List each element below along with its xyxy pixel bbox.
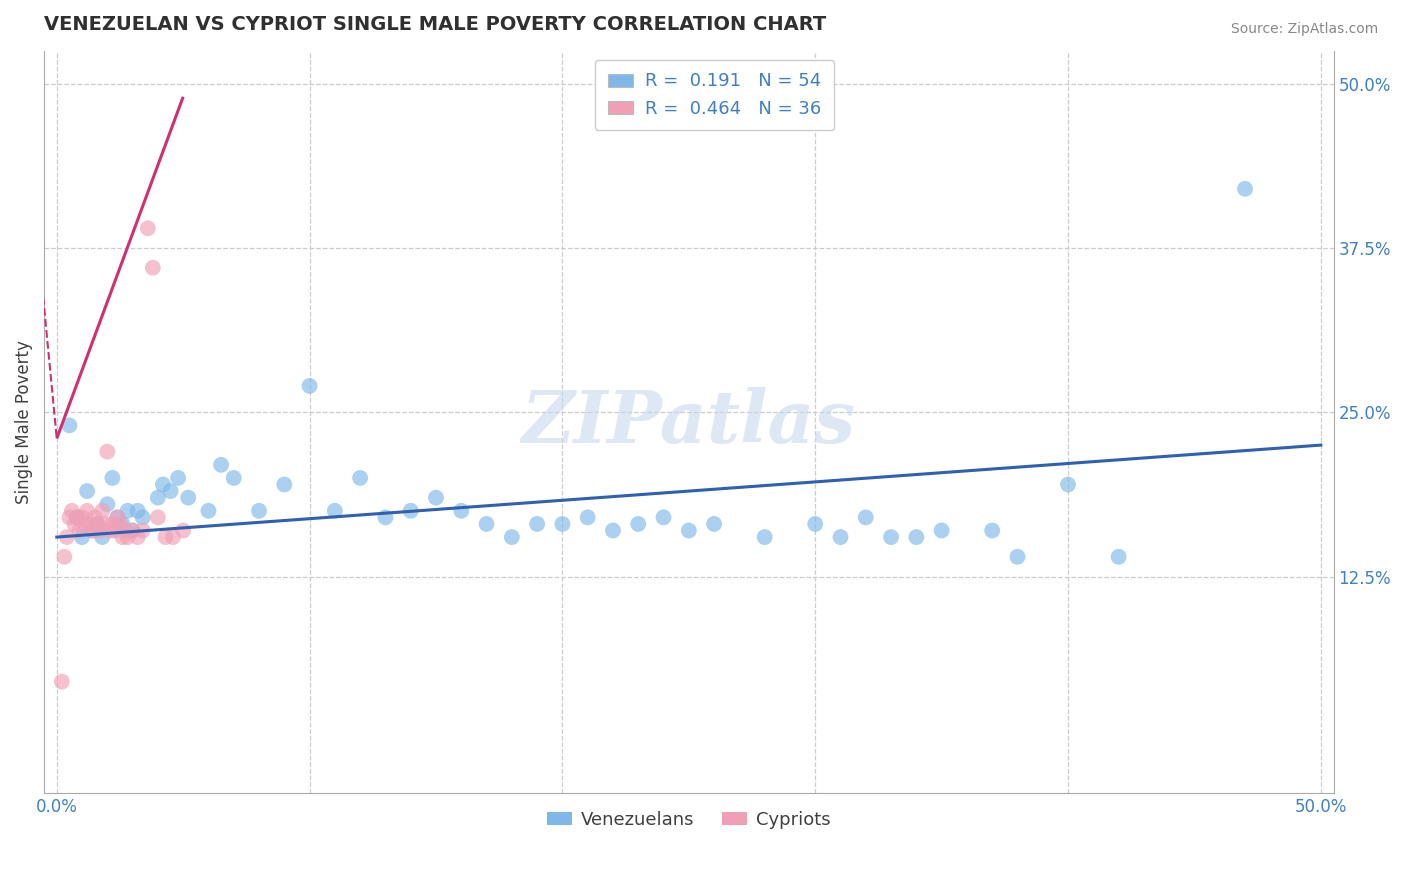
Point xyxy=(146,510,169,524)
Point xyxy=(678,524,700,538)
Point xyxy=(501,530,523,544)
Point xyxy=(60,504,83,518)
Point xyxy=(58,418,80,433)
Point xyxy=(172,524,194,538)
Point xyxy=(117,504,139,518)
Point xyxy=(107,510,129,524)
Point xyxy=(79,516,101,531)
Point xyxy=(273,477,295,491)
Point xyxy=(931,524,953,538)
Point xyxy=(155,530,177,544)
Point xyxy=(96,497,118,511)
Point xyxy=(627,516,650,531)
Point xyxy=(86,516,108,531)
Point xyxy=(526,516,548,531)
Point xyxy=(111,516,134,531)
Point xyxy=(830,530,852,544)
Point xyxy=(101,471,124,485)
Point xyxy=(177,491,200,505)
Point xyxy=(132,510,155,524)
Point xyxy=(247,504,270,518)
Point xyxy=(89,524,111,538)
Point xyxy=(132,524,155,538)
Point xyxy=(98,524,121,538)
Point xyxy=(121,524,143,538)
Point xyxy=(855,510,877,524)
Point xyxy=(66,510,89,524)
Point xyxy=(83,510,105,524)
Point xyxy=(108,516,131,531)
Point xyxy=(117,530,139,544)
Text: Source: ZipAtlas.com: Source: ZipAtlas.com xyxy=(1230,22,1378,37)
Point xyxy=(121,524,143,538)
Point xyxy=(399,504,422,518)
Legend: Venezuelans, Cypriots: Venezuelans, Cypriots xyxy=(540,804,838,837)
Point xyxy=(981,524,1004,538)
Point xyxy=(107,510,129,524)
Point xyxy=(162,530,184,544)
Point xyxy=(167,471,190,485)
Point xyxy=(450,504,472,518)
Point xyxy=(222,471,245,485)
Point xyxy=(146,491,169,505)
Point xyxy=(101,516,124,531)
Point xyxy=(56,530,79,544)
Point xyxy=(69,524,91,538)
Point xyxy=(703,516,725,531)
Point xyxy=(209,458,232,472)
Point xyxy=(1007,549,1029,564)
Point xyxy=(127,504,149,518)
Point xyxy=(602,524,624,538)
Point xyxy=(142,260,165,275)
Point xyxy=(94,516,117,531)
Point xyxy=(298,379,321,393)
Point xyxy=(51,674,73,689)
Point xyxy=(70,510,93,524)
Point xyxy=(323,504,346,518)
Point xyxy=(880,530,903,544)
Point xyxy=(63,516,86,531)
Point xyxy=(91,530,114,544)
Point xyxy=(96,444,118,458)
Point xyxy=(1234,182,1257,196)
Point xyxy=(1057,477,1080,491)
Point xyxy=(66,510,89,524)
Point xyxy=(136,221,159,235)
Point xyxy=(111,530,134,544)
Point xyxy=(475,516,498,531)
Point xyxy=(76,504,98,518)
Point xyxy=(82,524,104,538)
Point xyxy=(374,510,396,524)
Point xyxy=(152,477,174,491)
Point xyxy=(91,504,114,518)
Point xyxy=(754,530,776,544)
Point xyxy=(905,530,928,544)
Point xyxy=(73,516,96,531)
Point xyxy=(127,530,149,544)
Point xyxy=(58,510,80,524)
Point xyxy=(53,549,76,564)
Point xyxy=(652,510,675,524)
Point xyxy=(349,471,371,485)
Point xyxy=(425,491,447,505)
Point xyxy=(159,484,181,499)
Point xyxy=(576,510,599,524)
Point xyxy=(82,524,104,538)
Point xyxy=(114,524,136,538)
Point xyxy=(76,484,98,499)
Point xyxy=(86,516,108,531)
Point xyxy=(1108,549,1130,564)
Point xyxy=(804,516,827,531)
Point xyxy=(551,516,574,531)
Text: VENEZUELAN VS CYPRIOT SINGLE MALE POVERTY CORRELATION CHART: VENEZUELAN VS CYPRIOT SINGLE MALE POVERT… xyxy=(44,15,827,34)
Point xyxy=(197,504,219,518)
Text: ZIPatlas: ZIPatlas xyxy=(522,386,856,458)
Y-axis label: Single Male Poverty: Single Male Poverty xyxy=(15,340,32,504)
Point xyxy=(70,530,93,544)
Point xyxy=(104,524,127,538)
